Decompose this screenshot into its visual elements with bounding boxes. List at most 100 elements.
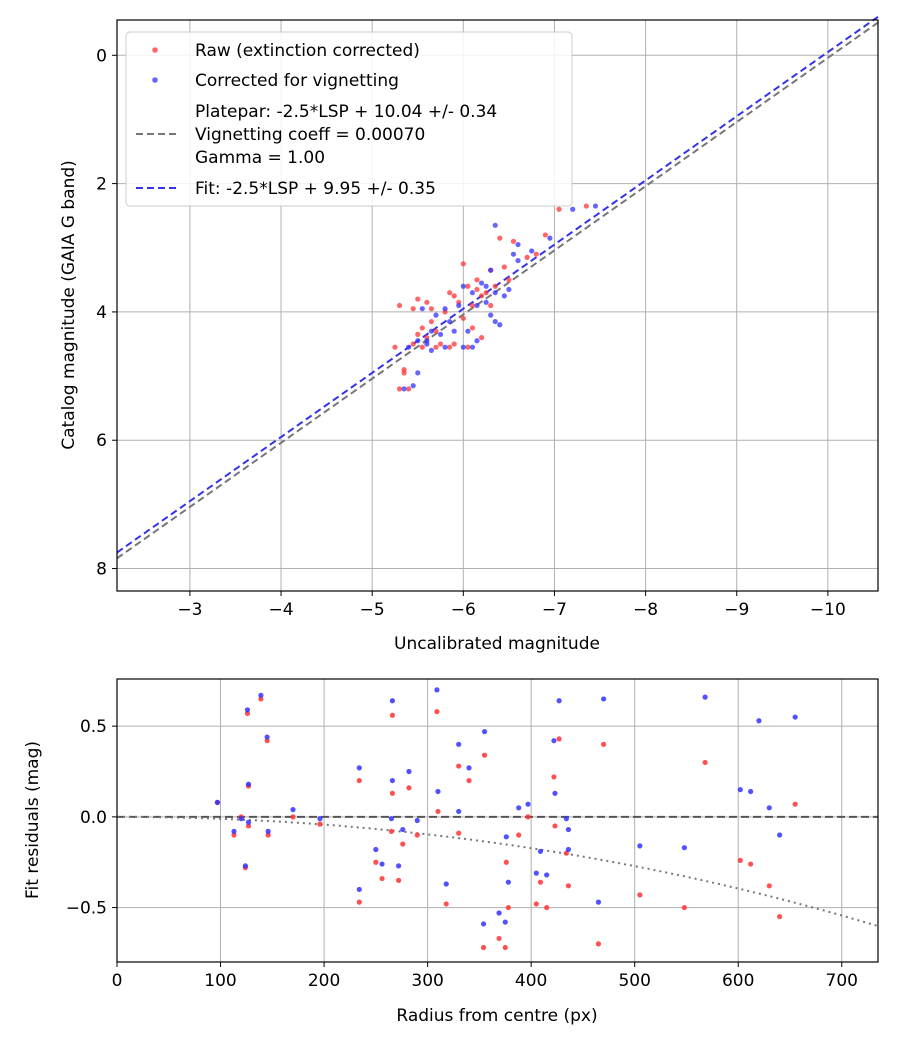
- top-fit-lines: [116, 15, 879, 560]
- raw-point: [497, 235, 503, 241]
- corrected-residual-point: [533, 870, 539, 876]
- raw-residual-point: [525, 814, 531, 820]
- raw-point: [465, 283, 471, 289]
- raw-residual-point: [264, 738, 270, 744]
- raw-point: [460, 315, 466, 321]
- corrected-point: [497, 322, 503, 328]
- corrected-point: [415, 370, 421, 376]
- raw-residual-point: [290, 814, 296, 820]
- y-tick-label: 2: [96, 175, 107, 195]
- corrected-point: [488, 312, 494, 318]
- raw-point: [433, 328, 439, 334]
- corrected-residual-point: [245, 781, 252, 787]
- x-tick-label: 600: [722, 971, 754, 991]
- raw-point: [433, 344, 439, 350]
- corrected-residual-point: [502, 919, 508, 925]
- corrected-residual-point: [503, 834, 509, 840]
- raw-residual-point: [443, 901, 449, 907]
- raw-point: [483, 290, 489, 296]
- legend-corrected-label: Corrected for vignetting: [195, 71, 399, 91]
- raw-point: [451, 341, 457, 347]
- raw-residual-point: [456, 830, 462, 836]
- x-tick-label: −9: [724, 600, 749, 620]
- corrected-residual-point: [777, 832, 783, 838]
- corrected-point: [433, 312, 439, 318]
- corrected-point: [465, 328, 471, 334]
- corrected-point: [483, 283, 489, 289]
- corrected-point: [547, 235, 553, 241]
- raw-residual-point: [379, 875, 385, 882]
- corrected-residual-point: [356, 765, 362, 771]
- x-tick-label: 100: [204, 971, 236, 991]
- raw-residual-point: [516, 832, 522, 838]
- x-tick-label: 200: [308, 971, 340, 991]
- corrected-point: [428, 347, 435, 354]
- corrected-residual-point: [456, 808, 462, 815]
- bottom-y-axis-label: Fit residuals (mag): [23, 741, 43, 899]
- raw-point: [469, 302, 476, 309]
- corrected-point: [492, 222, 498, 228]
- corrected-point: [515, 257, 521, 264]
- corrected-residual-point: [551, 738, 557, 744]
- raw-point: [447, 344, 453, 350]
- top-y-axis-label: Catalog magnitude (GAIA G band): [59, 160, 79, 450]
- bottom-y-ticks: 0.5 0.0 −0.5: [66, 717, 117, 919]
- bottom-x-ticks: 0 100 200 300 400 500 600 700: [112, 962, 858, 991]
- raw-residual-point: [480, 944, 487, 951]
- raw-residual-point: [792, 801, 798, 807]
- raw-residual-point: [389, 712, 396, 718]
- raw-residual-point: [601, 741, 607, 747]
- corrected-residual-point: [681, 845, 687, 851]
- raw-point: [419, 344, 425, 350]
- corrected-residual-point: [434, 687, 440, 693]
- raw-residual-point: [414, 832, 420, 838]
- raw-residual-point: [258, 696, 264, 702]
- raw-point: [415, 296, 421, 302]
- top-x-ticks: −3 −4 −5 −6 −7 −8 −9 −10: [177, 591, 846, 620]
- corrected-residual-point: [238, 816, 244, 822]
- vignetting-model-curve: [117, 815, 879, 928]
- raw-point: [415, 331, 421, 337]
- legend-fit-label: Fit: -2.5*LSP + 9.95 +/- 0.35: [195, 179, 436, 199]
- raw-residual-point: [552, 823, 558, 829]
- raw-residual-point: [317, 821, 323, 827]
- corrected-point: [410, 383, 416, 389]
- corrected-residual-point: [595, 899, 602, 905]
- corrected-residual-point: [264, 734, 270, 740]
- corrected-point: [406, 344, 412, 350]
- corrected-residual-point: [601, 696, 607, 702]
- corrected-point: [451, 328, 457, 334]
- x-tick-label: −3: [177, 600, 202, 620]
- legend-raw-marker: [152, 47, 158, 53]
- corrected-point: [447, 318, 453, 325]
- top-plot-frame: [116, 19, 879, 592]
- raw-point: [488, 302, 494, 309]
- raw-residual-point: [748, 861, 754, 867]
- bottom-plot-frame: [116, 678, 879, 963]
- corrected-residual-point: [389, 698, 396, 704]
- corrected-point: [474, 302, 480, 309]
- x-tick-label: −8: [633, 600, 658, 620]
- raw-point: [469, 325, 476, 331]
- raw-residual-point: [373, 859, 379, 865]
- raw-residual-point: [434, 709, 440, 715]
- raw-residual-point: [466, 777, 472, 784]
- corrected-point: [469, 344, 476, 350]
- corrected-point: [510, 251, 517, 257]
- corrected-residual-point: [244, 707, 251, 713]
- top-x-axis-label: Uncalibrated magnitude: [394, 634, 600, 654]
- corrected-residual-point: [556, 698, 562, 704]
- fit-line-platepar: [116, 21, 879, 560]
- raw-point: [533, 251, 539, 257]
- corrected-residual-point: [544, 872, 550, 878]
- bottom-grid: [116, 679, 878, 962]
- corrected-point: [592, 203, 599, 209]
- corrected-residual-point: [748, 788, 754, 795]
- legend-platepar-label: Platepar: -2.5*LSP + 10.04 +/- 0.34: [195, 102, 497, 122]
- corrected-residual-point: [537, 848, 544, 854]
- raw-point: [447, 290, 453, 296]
- raw-residual-point: [737, 857, 743, 864]
- corrected-point: [428, 328, 435, 334]
- corrected-residual-point: [373, 846, 379, 853]
- raw-point: [424, 299, 430, 305]
